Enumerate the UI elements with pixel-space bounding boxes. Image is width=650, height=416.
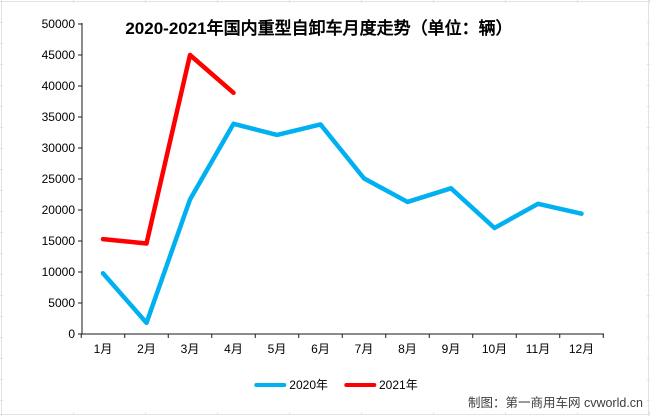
x-tick-label: 5月 <box>268 342 287 356</box>
y-tick-label: 30000 <box>42 141 76 155</box>
spreadsheet-gridline <box>647 379 650 380</box>
spreadsheet-gridline <box>647 169 650 170</box>
spreadsheet-gridline <box>0 400 3 401</box>
spreadsheet-gridline <box>361 0 362 3</box>
series-line-2021年 <box>100 52 236 246</box>
x-tick-label: 10月 <box>482 342 507 356</box>
spreadsheet-gridline <box>505 0 506 3</box>
spreadsheet-gridline <box>0 169 3 170</box>
spreadsheet-gridline <box>1 0 2 416</box>
y-tick-label: 0 <box>68 327 75 341</box>
spreadsheet-gridline <box>647 85 650 86</box>
spreadsheet-gridline <box>647 295 650 296</box>
y-tick-label: 40000 <box>42 79 76 93</box>
spreadsheet-gridline <box>647 64 650 65</box>
y-tick-label: 20000 <box>42 203 76 217</box>
spreadsheet-gridline <box>0 232 3 233</box>
y-tick-label: 5000 <box>48 296 75 310</box>
spreadsheet-gridline <box>0 190 3 191</box>
legend-label-2021: 2021年 <box>379 378 418 392</box>
spreadsheet-gridline <box>433 412 434 415</box>
spreadsheet-gridline <box>0 85 3 86</box>
y-tick-label: 10000 <box>42 265 76 279</box>
spreadsheet-gridline <box>0 64 3 65</box>
spreadsheet-gridline <box>647 43 650 44</box>
spreadsheet-gridline <box>647 400 650 401</box>
spreadsheet-gridline <box>0 211 3 212</box>
spreadsheet-gridline <box>0 22 3 23</box>
spreadsheet-gridline <box>647 127 650 128</box>
spreadsheet-gridline <box>648 0 649 416</box>
y-tick-label: 15000 <box>42 234 76 248</box>
chart-title: 2020-2021年国内重型自卸车月度走势（单位：辆） <box>125 19 513 38</box>
x-tick-label: 4月 <box>224 342 243 356</box>
spreadsheet-gridline <box>647 253 650 254</box>
x-tick-label: 6月 <box>311 342 330 356</box>
spreadsheet-gridline <box>647 211 650 212</box>
y-tick-label: 45000 <box>42 48 76 62</box>
spreadsheet-gridline <box>647 358 650 359</box>
spreadsheet-gridline <box>577 0 578 3</box>
x-tick-label: 11月 <box>526 342 550 356</box>
legend-item-2020: 2020年 <box>254 376 328 393</box>
spreadsheet-gridline <box>647 22 650 23</box>
spreadsheet-gridline <box>577 412 578 415</box>
spreadsheet-gridline <box>0 43 3 44</box>
legend-label-2020: 2020年 <box>289 378 328 392</box>
spreadsheet-gridline <box>0 337 3 338</box>
x-tick-label: 8月 <box>398 342 417 356</box>
spreadsheet-gridline <box>647 232 650 233</box>
spreadsheet-gridline <box>505 412 506 415</box>
legend-item-2021: 2021年 <box>344 376 418 393</box>
spreadsheet-gridline <box>0 414 650 415</box>
series-line-2020年 <box>100 121 584 326</box>
spreadsheet-gridline <box>217 412 218 415</box>
x-tick-label: 7月 <box>355 342 374 356</box>
spreadsheet-gridline <box>289 0 290 3</box>
spreadsheet-gridline <box>647 274 650 275</box>
x-tick-label: 2月 <box>137 342 156 356</box>
spreadsheet-gridline <box>0 106 3 107</box>
spreadsheet-gridline <box>647 316 650 317</box>
spreadsheet-gridline <box>647 106 650 107</box>
spreadsheet-gridline <box>0 274 3 275</box>
spreadsheet-gridline <box>0 379 3 380</box>
spreadsheet-gridline <box>289 412 290 415</box>
spreadsheet-gridline <box>647 337 650 338</box>
legend-swatch-2021 <box>344 382 376 387</box>
x-tick-label: 12月 <box>569 342 594 356</box>
spreadsheet-gridline <box>0 358 3 359</box>
x-tick-label: 3月 <box>181 342 200 356</box>
spreadsheet-gridline <box>0 148 3 149</box>
spreadsheet-gridline <box>361 412 362 415</box>
spreadsheet-gridline <box>0 127 3 128</box>
y-tick-label: 50000 <box>42 17 76 31</box>
x-tick-label: 9月 <box>442 342 461 356</box>
spreadsheet-gridline <box>73 412 74 415</box>
spreadsheet-gridline <box>0 295 3 296</box>
spreadsheet-gridline <box>145 0 146 3</box>
spreadsheet-gridline <box>145 412 146 415</box>
y-tick-label: 35000 <box>42 110 76 124</box>
spreadsheet-gridline <box>433 0 434 3</box>
spreadsheet-gridline <box>647 190 650 191</box>
credit-watermark: 制图：第一商用车网 cvworld.cn <box>467 396 643 410</box>
spreadsheet-gridline <box>73 0 74 3</box>
legend-swatch-2020 <box>254 382 287 387</box>
spreadsheet-gridline <box>0 253 3 254</box>
spreadsheet-gridline <box>217 0 218 3</box>
y-tick-label: 25000 <box>42 172 76 186</box>
spreadsheet-gridline <box>0 316 3 317</box>
x-tick-label: 1月 <box>94 342 113 356</box>
spreadsheet-gridline <box>0 1 650 2</box>
spreadsheet-gridline <box>647 148 650 149</box>
legend: 2020年 2021年 <box>254 376 418 393</box>
